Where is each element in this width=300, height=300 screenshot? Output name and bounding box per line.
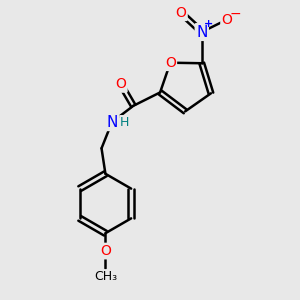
Text: O: O <box>165 56 176 70</box>
Text: O: O <box>176 6 186 20</box>
Text: O: O <box>222 13 232 27</box>
Text: +: + <box>204 19 213 29</box>
Text: CH₃: CH₃ <box>94 270 117 283</box>
Text: O: O <box>116 77 126 92</box>
Text: N: N <box>106 115 118 130</box>
Text: O: O <box>100 244 111 258</box>
Text: N: N <box>196 25 208 40</box>
Text: −: − <box>230 7 241 21</box>
Text: H: H <box>120 116 129 129</box>
